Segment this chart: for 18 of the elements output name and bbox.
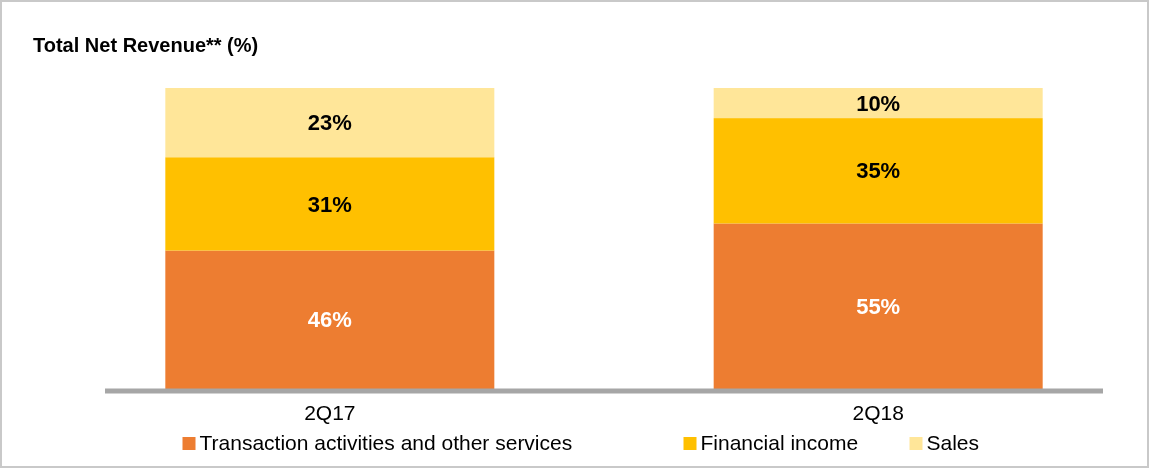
bar: [165, 157, 495, 251]
chart-title: Total Net Revenue** (%): [33, 34, 259, 56]
bar: [165, 250, 495, 389]
data-label: 35%: [856, 158, 901, 184]
bar: [713, 223, 1043, 389]
bar: [713, 88, 1043, 119]
data-label: 31%: [307, 191, 352, 217]
data-label: 23%: [307, 110, 352, 136]
bar: [165, 88, 495, 158]
x-tick-label: 2Q17: [304, 401, 356, 424]
bar: [713, 118, 1043, 224]
data-label: 46%: [307, 307, 352, 333]
legend-label: Financial income: [700, 431, 859, 454]
data-label: 55%: [856, 293, 901, 319]
data-label: 10%: [856, 90, 901, 116]
legend-label: Transaction activities and other services: [199, 431, 573, 454]
x-tick-label: 2Q18: [852, 401, 904, 424]
legend-label: Sales: [926, 431, 980, 454]
